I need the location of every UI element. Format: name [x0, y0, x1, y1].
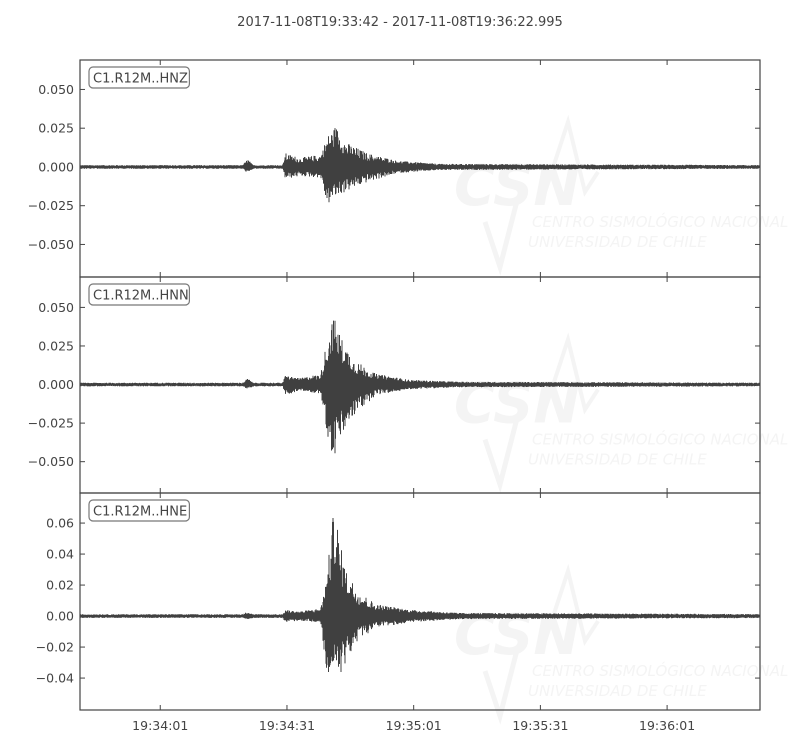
channel-label: C1.R12M..HNN: [88, 283, 191, 306]
watermark-wave-icon: [482, 196, 521, 276]
ytick-label: 0.000: [38, 377, 74, 392]
channel-label-box: [88, 66, 191, 89]
watermark-wave-icon: [543, 114, 600, 197]
ytick-label: 0.050: [38, 82, 74, 97]
watermark-wave-icon: [543, 563, 600, 647]
channel-label: C1.R12M..HNE: [88, 499, 191, 522]
ytick-label: 0.04: [46, 547, 74, 562]
ytick-label: 0.06: [46, 516, 74, 531]
ytick-label: 0.025: [38, 121, 74, 136]
xtick-label: 19:34:01: [132, 718, 188, 733]
ytick-label: −0.04: [36, 671, 74, 686]
ytick-label: 0.050: [38, 300, 74, 315]
ytick-label: −0.050: [28, 237, 74, 252]
watermark-line2: UNIVERSIDAD DE CHILE: [528, 682, 707, 700]
axes-frame: [79, 492, 761, 711]
figure-title: 2017-11-08T19:33:42 - 2017-11-08T19:36:2…: [237, 15, 563, 30]
channel-label-text: C1.R12M..HNZ: [93, 72, 188, 87]
ytick-label: 0.000: [38, 159, 74, 174]
xtick-label: 19:35:01: [386, 718, 442, 733]
channel-label-text: C1.R12M..HNE: [93, 505, 187, 520]
watermark-wave-icon: [482, 413, 521, 494]
channel-label-text: C1.R12M..HNN: [93, 289, 189, 304]
ytick-label: 0.00: [46, 609, 74, 624]
xtick-label: 19:36:01: [639, 718, 695, 733]
channel-label: C1.R12M..HNZ: [88, 66, 191, 89]
ytick-label: −0.050: [28, 454, 74, 469]
watermark-wave-icon: [482, 645, 521, 725]
waveform-trace: [79, 128, 760, 203]
watermark-wave-icon: [543, 332, 600, 415]
ytick-label: −0.02: [36, 640, 74, 655]
channel-label-box: [88, 283, 191, 306]
channel-label-box: [88, 499, 191, 522]
watermark-line1: CENTRO SISMOLÓGICO NACIONAL: [532, 212, 788, 231]
ytick-label: −0.025: [28, 198, 74, 213]
waveform-trace: [79, 518, 760, 672]
xtick-label: 19:34:31: [259, 718, 315, 733]
xtick-label: 19:35:31: [512, 718, 568, 733]
ytick-label: 0.025: [38, 338, 74, 353]
ytick-label: −0.025: [28, 416, 74, 431]
watermark-line1: CENTRO SISMOLÓGICO NACIONAL: [532, 430, 788, 449]
watermark-line2: UNIVERSIDAD DE CHILE: [528, 451, 707, 469]
watermark-line1: CENTRO SISMOLÓGICO NACIONAL: [532, 661, 788, 680]
ytick-label: 0.02: [46, 578, 74, 593]
watermark-line2: UNIVERSIDAD DE CHILE: [528, 233, 707, 251]
